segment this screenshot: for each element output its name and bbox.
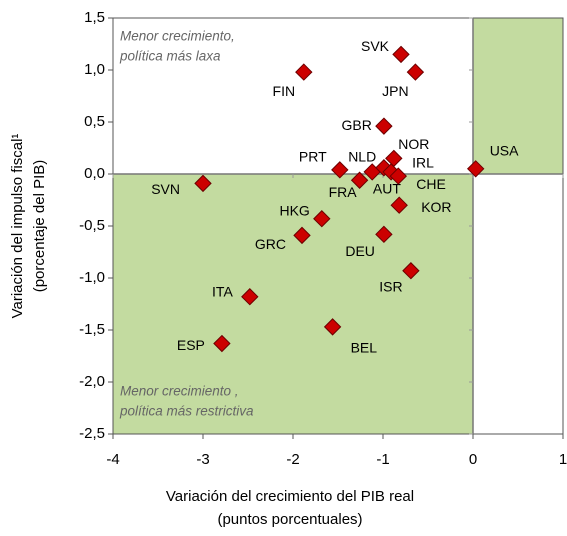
data-point — [466, 160, 485, 178]
annotation: política más laxa — [119, 49, 221, 64]
data-point — [213, 334, 231, 353]
data-point — [350, 171, 369, 189]
point-label: ISR — [379, 278, 402, 294]
point-label: IRL — [412, 155, 434, 171]
y-tick-label: -1,5 — [79, 321, 105, 338]
point-label: DEU — [345, 243, 375, 259]
data-point — [375, 117, 393, 135]
data-point — [295, 63, 313, 81]
y-tick-label: 1,0 — [84, 61, 105, 78]
point-label: SVN — [151, 181, 180, 197]
point-label: PRT — [299, 149, 327, 165]
y-tick-label: 0,5 — [84, 113, 105, 130]
point-label: KOR — [421, 199, 451, 215]
data-point — [331, 161, 349, 179]
point-label: GBR — [342, 117, 372, 133]
x-axis-title: (puntos porcentuales) — [217, 511, 362, 528]
point-label: ITA — [212, 283, 233, 299]
annotation: Menor crecimiento , — [120, 384, 239, 399]
point-label: CHE — [416, 176, 446, 192]
y-axis-title: (porcentaje del PIB) — [31, 160, 48, 293]
point-label: HKG — [279, 202, 309, 218]
shade-region — [113, 174, 473, 434]
point-label: JPN — [382, 83, 408, 99]
data-point — [392, 45, 410, 64]
y-tick-label: -0,5 — [79, 217, 105, 234]
point-label: NOR — [398, 136, 429, 152]
point-label: BEL — [351, 340, 378, 356]
point-label: USA — [490, 143, 519, 159]
point-label: GRC — [255, 236, 286, 252]
data-point — [293, 226, 311, 245]
y-tick-label: -2,5 — [79, 425, 105, 442]
x-tick-label: -2 — [286, 451, 299, 468]
x-tick-label: -3 — [196, 451, 209, 468]
point-label: FRA — [329, 184, 358, 200]
y-axis-title: Variación del impulso fiscal¹ — [9, 134, 26, 319]
point-label: NLD — [348, 149, 376, 165]
x-axis-title: Variación del crecimiento del PIB real — [166, 488, 414, 505]
annotation: Menor crecimiento, — [120, 29, 235, 44]
x-tick-label: 1 — [559, 451, 567, 468]
annotation: política más restrictiva — [119, 404, 254, 419]
y-tick-label: -1,0 — [79, 269, 105, 286]
data-point — [194, 174, 212, 193]
x-tick-label: -1 — [376, 451, 389, 468]
data-point — [241, 288, 259, 306]
y-tick-label: 1,5 — [84, 9, 105, 26]
point-label: ESP — [177, 337, 205, 353]
point-label: FIN — [273, 83, 296, 99]
y-tick-label: 0,0 — [84, 165, 105, 182]
point-label: AUT — [373, 180, 401, 196]
x-tick-label: -4 — [106, 451, 119, 468]
data-point — [389, 167, 408, 185]
y-tick-label: -2,0 — [79, 373, 105, 390]
data-point — [323, 318, 342, 336]
data-point — [313, 210, 331, 228]
point-label: SVK — [361, 38, 390, 54]
data-point — [375, 225, 393, 244]
data-point — [406, 63, 425, 81]
x-tick-label: 0 — [469, 451, 477, 468]
data-point — [402, 262, 420, 280]
shade-region — [473, 18, 563, 174]
data-point — [390, 196, 408, 214]
